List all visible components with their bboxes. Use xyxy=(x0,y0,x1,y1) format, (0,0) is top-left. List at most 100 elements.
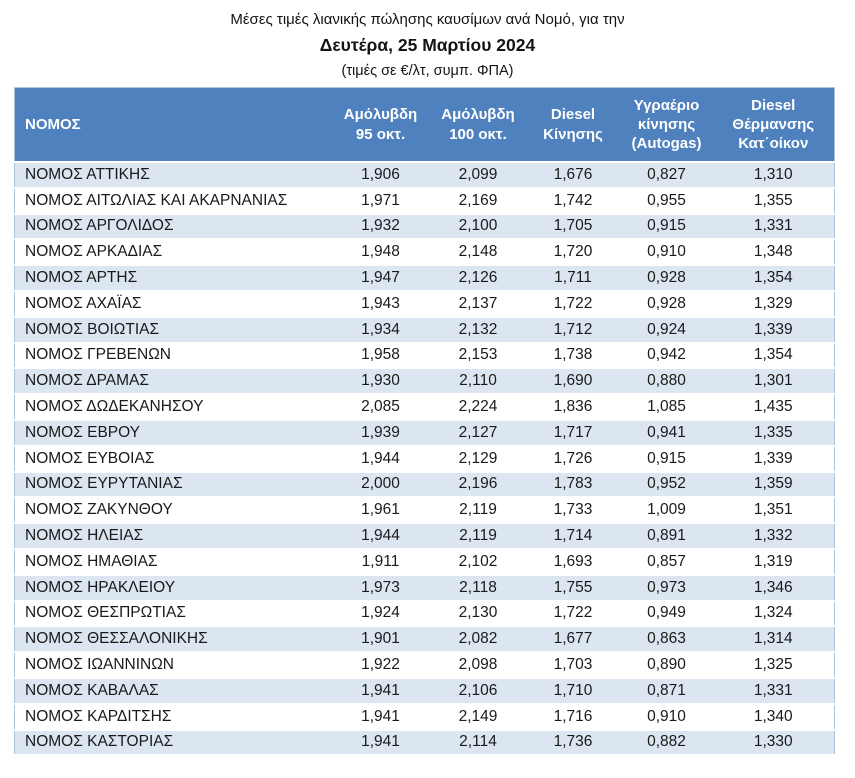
document-header: Μέσες τιμές λιανικής πώλησης καυσίμων αν… xyxy=(0,0,855,79)
price-value: 1,733 xyxy=(525,497,621,525)
table-row: ΝΟΜΟΣ ΓΡΕΒΕΝΩΝ 1,958 2,153 1,738 0,942 1,354 xyxy=(14,342,835,370)
price-value: 1,359 xyxy=(712,471,835,499)
price-value: 1,924 xyxy=(330,600,431,628)
price-value: 2,000 xyxy=(330,471,431,499)
price-value: 1,958 xyxy=(330,342,431,370)
price-value: 1,340 xyxy=(712,703,835,731)
price-value: 2,149 xyxy=(430,703,526,731)
price-value: 0,827 xyxy=(620,162,713,189)
prefecture-name: ΝΟΜΟΣ ΔΩΔΕΚΑΝΗΣΟΥ xyxy=(14,394,331,421)
price-value: 0,857 xyxy=(620,548,713,576)
title-line-1: Μέσες τιμές λιανικής πώλησης καυσίμων αν… xyxy=(230,11,625,28)
price-value: 1,711 xyxy=(525,265,621,292)
column-header-nomos: ΝΟΜΟΣ xyxy=(14,87,331,163)
price-value: 1,351 xyxy=(712,497,835,525)
price-value: 1,717 xyxy=(525,419,621,447)
price-value: 1,703 xyxy=(525,652,621,679)
price-value: 2,099 xyxy=(430,162,526,189)
price-value: 1,742 xyxy=(525,187,621,215)
prefecture-name: ΝΟΜΟΣ ΑΙΤΩΛΙΑΣ ΚΑΙ ΑΚΑΡΝΑΝΙΑΣ xyxy=(14,187,331,215)
table-row: ΝΟΜΟΣ ΘΕΣΠΡΩΤΙΑΣ 1,924 2,130 1,722 0,949 1,32… xyxy=(14,600,835,628)
column-header-unleaded-100: Αμόλυβδη 100 οκτ. xyxy=(430,87,526,163)
column-header-autogas: Υγραέριο κίνησης (Autogas) xyxy=(620,87,713,163)
prefecture-name: ΝΟΜΟΣ ΘΕΣΣΑΛΟΝΙΚΗΣ xyxy=(14,626,331,654)
table-row: ΝΟΜΟΣ ΚΑΒΑΛΑΣ 1,941 2,106 1,710 0,871 1,331 xyxy=(14,677,835,705)
price-value: 2,118 xyxy=(430,574,526,602)
price-value: 1,971 xyxy=(330,187,431,215)
prefecture-name: ΝΟΜΟΣ ΗΜΑΘΙΑΣ xyxy=(14,548,331,576)
price-value: 1,922 xyxy=(330,652,431,679)
price-value: 1,693 xyxy=(525,548,621,576)
price-value: 1,941 xyxy=(330,677,431,705)
price-value: 2,100 xyxy=(430,213,526,241)
table-header: ΝΟΜΟΣ Αμόλυβδη 95 οκτ. Αμόλυβδη 100 οκτ.… xyxy=(14,87,835,163)
price-value: 0,928 xyxy=(620,290,713,318)
price-value: 0,871 xyxy=(620,677,713,705)
price-value: 2,130 xyxy=(430,600,526,628)
table-row: ΝΟΜΟΣ ΑΙΤΩΛΙΑΣ ΚΑΙ ΑΚΑΡΝΑΝΙΑΣ 1,971 2,169 1… xyxy=(14,187,835,215)
table-row: ΝΟΜΟΣ ΑΡΤΗΣ 1,947 2,126 1,711 0,928 1,354 xyxy=(14,265,835,292)
price-value: 2,102 xyxy=(430,548,526,576)
price-value: 1,755 xyxy=(525,574,621,602)
price-value: 1,941 xyxy=(330,703,431,731)
price-value: 1,324 xyxy=(712,600,835,628)
table-row: ΝΟΜΟΣ ΗΜΑΘΙΑΣ 1,911 2,102 1,693 0,857 1,319 xyxy=(14,548,835,576)
price-value: 2,196 xyxy=(430,471,526,499)
price-value: 2,082 xyxy=(430,626,526,654)
price-value: 1,783 xyxy=(525,471,621,499)
table-row: ΝΟΜΟΣ ΗΡΑΚΛΕΙΟΥ 1,973 2,118 1,755 0,973 1,346 xyxy=(14,574,835,602)
price-value: 1,331 xyxy=(712,677,835,705)
price-value: 1,331 xyxy=(712,213,835,241)
price-value: 1,330 xyxy=(712,729,835,757)
price-value: 0,915 xyxy=(620,445,713,473)
column-header-heating-diesel: Diesel Θέρμανσης Κατ΄οίκον xyxy=(712,87,835,163)
table-row: ΝΟΜΟΣ ΑΧΑΪΑΣ 1,943 2,137 1,722 0,928 1,329 xyxy=(14,290,835,318)
price-value: 0,882 xyxy=(620,729,713,757)
price-value: 2,137 xyxy=(430,290,526,318)
prefecture-name: ΝΟΜΟΣ ΙΩΑΝΝΙΝΩΝ xyxy=(14,652,331,679)
price-value: 0,952 xyxy=(620,471,713,499)
price-value: 1,329 xyxy=(712,290,835,318)
price-value: 1,677 xyxy=(525,626,621,654)
prefecture-name: ΝΟΜΟΣ ΚΑΣΤΟΡΙΑΣ xyxy=(14,729,331,757)
price-value: 1,944 xyxy=(330,445,431,473)
price-value: 2,127 xyxy=(430,419,526,447)
table-row: ΝΟΜΟΣ ΗΛΕΙΑΣ 1,944 2,119 1,714 0,891 1,332 xyxy=(14,523,835,550)
header-row: ΝΟΜΟΣ Αμόλυβδη 95 οκτ. Αμόλυβδη 100 οκτ.… xyxy=(14,87,835,163)
table-row: ΝΟΜΟΣ ΙΩΑΝΝΙΝΩΝ 1,922 2,098 1,703 0,890 1,325 xyxy=(14,652,835,679)
prefecture-name: ΝΟΜΟΣ ΖΑΚΥΝΘΟΥ xyxy=(14,497,331,525)
price-value: 2,106 xyxy=(430,677,526,705)
price-value: 2,153 xyxy=(430,342,526,370)
price-value: 2,119 xyxy=(430,497,526,525)
table-body: ΝΟΜΟΣ ΑΤΤΙΚΗΣ 1,906 2,099 1,676 0,827 1,310 ΝΟ… xyxy=(14,162,835,757)
price-value: 1,301 xyxy=(712,368,835,396)
prefecture-name: ΝΟΜΟΣ ΚΑΡΔΙΤΣΗΣ xyxy=(14,703,331,731)
price-value: 1,354 xyxy=(712,265,835,292)
price-value: 1,355 xyxy=(712,187,835,215)
price-value: 1,714 xyxy=(525,523,621,550)
price-value: 2,129 xyxy=(430,445,526,473)
price-value: 1,332 xyxy=(712,523,835,550)
table-row: ΝΟΜΟΣ ΑΤΤΙΚΗΣ 1,906 2,099 1,676 0,827 1,310 xyxy=(14,162,835,189)
price-value: 1,906 xyxy=(330,162,431,189)
price-value: 0,910 xyxy=(620,239,713,267)
price-value: 1,961 xyxy=(330,497,431,525)
price-value: 1,941 xyxy=(330,729,431,757)
prefecture-name: ΝΟΜΟΣ ΑΧΑΪΑΣ xyxy=(14,290,331,318)
price-value: 2,085 xyxy=(330,394,431,421)
price-value: 0,941 xyxy=(620,419,713,447)
prefecture-name: ΝΟΜΟΣ ΒΟΙΩΤΙΑΣ xyxy=(14,316,331,344)
price-value: 1,335 xyxy=(712,419,835,447)
price-value: 0,915 xyxy=(620,213,713,241)
title-line-3: (τιμές σε €/λτ, συμπ. ΦΠΑ) xyxy=(341,63,514,79)
price-value: 2,114 xyxy=(430,729,526,757)
price-value: 2,148 xyxy=(430,239,526,267)
prefecture-name: ΝΟΜΟΣ ΑΡΤΗΣ xyxy=(14,265,331,292)
price-value: 1,310 xyxy=(712,162,835,189)
price-value: 1,932 xyxy=(330,213,431,241)
price-value: 2,169 xyxy=(430,187,526,215)
table-row: ΝΟΜΟΣ ΖΑΚΥΝΘΟΥ 1,961 2,119 1,733 1,009 1,351 xyxy=(14,497,835,525)
price-value: 1,354 xyxy=(712,342,835,370)
price-value: 2,110 xyxy=(430,368,526,396)
